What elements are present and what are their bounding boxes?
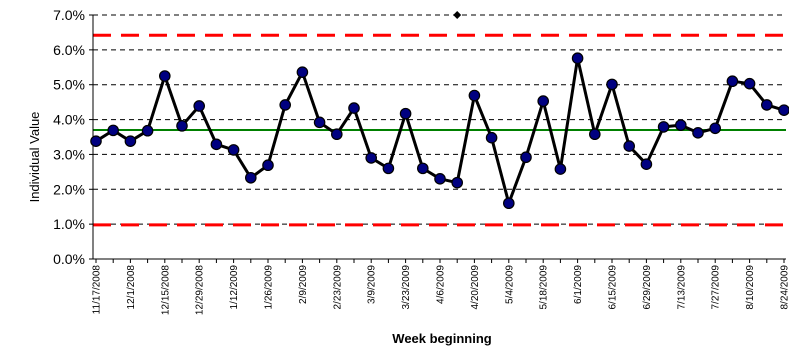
y-tick-label: 0.0% [53,251,85,267]
data-point [176,120,188,132]
data-point [760,99,773,111]
data-point [674,119,687,131]
data-point [416,162,429,175]
axes [89,14,786,263]
x-tick-label: 6/1/2009 [573,265,584,304]
data-point [382,162,395,175]
data-point [588,128,601,141]
diamond-marker [453,11,462,19]
x-tick-label: 12/29/2008 [195,265,206,315]
data-point [485,131,498,144]
data-point [520,151,532,164]
x-tick-label: 4/20/2009 [470,265,481,310]
data-point [262,159,274,172]
data-point [399,107,412,120]
y-axis-title: Individual Value [27,112,42,203]
data-point [726,75,739,88]
data-point [193,100,205,112]
data-point [313,116,326,129]
x-tick-label: 6/15/2009 [608,265,619,310]
x-tick-label: 5/4/2009 [504,265,515,304]
y-tick-label: 2.0% [53,181,85,197]
x-tick-label: 5/18/2009 [539,265,550,310]
data-point [606,78,618,91]
x-tick-label: 3/9/2009 [367,265,378,304]
x-tick-label: 7/27/2009 [711,265,722,310]
x-tick-label: 11/17/2008 [92,265,103,315]
data-point [365,152,377,164]
y-tick-label: 4.0% [53,112,85,128]
data-point [743,77,756,90]
x-tick-label: 6/29/2009 [642,265,653,310]
grid-lines [93,14,786,225]
x-axis-title: Week beginning [392,331,491,346]
x-tick-label: 1/12/2009 [229,265,240,310]
x-tick-label: 12/15/2008 [160,265,171,315]
data-point [451,176,463,189]
x-tick-label: 8/10/2009 [745,265,756,310]
data-point [107,124,119,137]
data-point [692,127,704,139]
data-point [434,173,446,185]
data-point [537,95,549,107]
data-point [571,52,584,65]
data-point [657,121,670,133]
x-tick-labels: 11/17/2008 12/1/2008 12/15/2008 12/29/2008 1… [92,265,789,315]
data-point [640,158,653,170]
data-point [348,102,360,114]
data-point [124,135,137,147]
data-point [159,70,171,82]
data-point [90,135,102,147]
data-point [330,128,343,141]
y-tick-label: 1.0% [53,216,85,232]
x-tick-label: 8/24/2009 [780,265,789,310]
x-tick-label: 3/23/2009 [401,265,412,310]
data-series [90,11,789,210]
data-point [468,89,481,102]
data-point [141,124,154,137]
x-tick-label: 2/23/2009 [332,265,343,310]
y-tick-label: 5.0% [53,77,85,93]
data-point [296,66,309,78]
x-tick-label: 2/9/2009 [298,265,309,304]
data-point [502,197,515,210]
data-point [227,144,240,156]
data-point [279,99,291,111]
data-point [245,171,257,184]
y-tick-label: 3.0% [53,146,85,162]
y-tick-labels: 0.0% 1.0% 2.0% 3.0% 4.0% 5.0% 6.0% 7.0% [53,7,85,267]
x-tick-label: 7/13/2009 [676,265,687,310]
y-tick-label: 6.0% [53,42,85,58]
data-point [210,138,223,151]
x-tick-label: 1/26/2009 [264,265,275,310]
data-point [709,122,721,135]
x-tick-label: 12/1/2008 [126,265,137,310]
y-tick-label: 7.0% [53,7,85,23]
data-point [554,163,567,175]
data-point [623,140,635,152]
x-tick-label: 4/6/2009 [436,265,447,304]
data-point [778,104,789,116]
